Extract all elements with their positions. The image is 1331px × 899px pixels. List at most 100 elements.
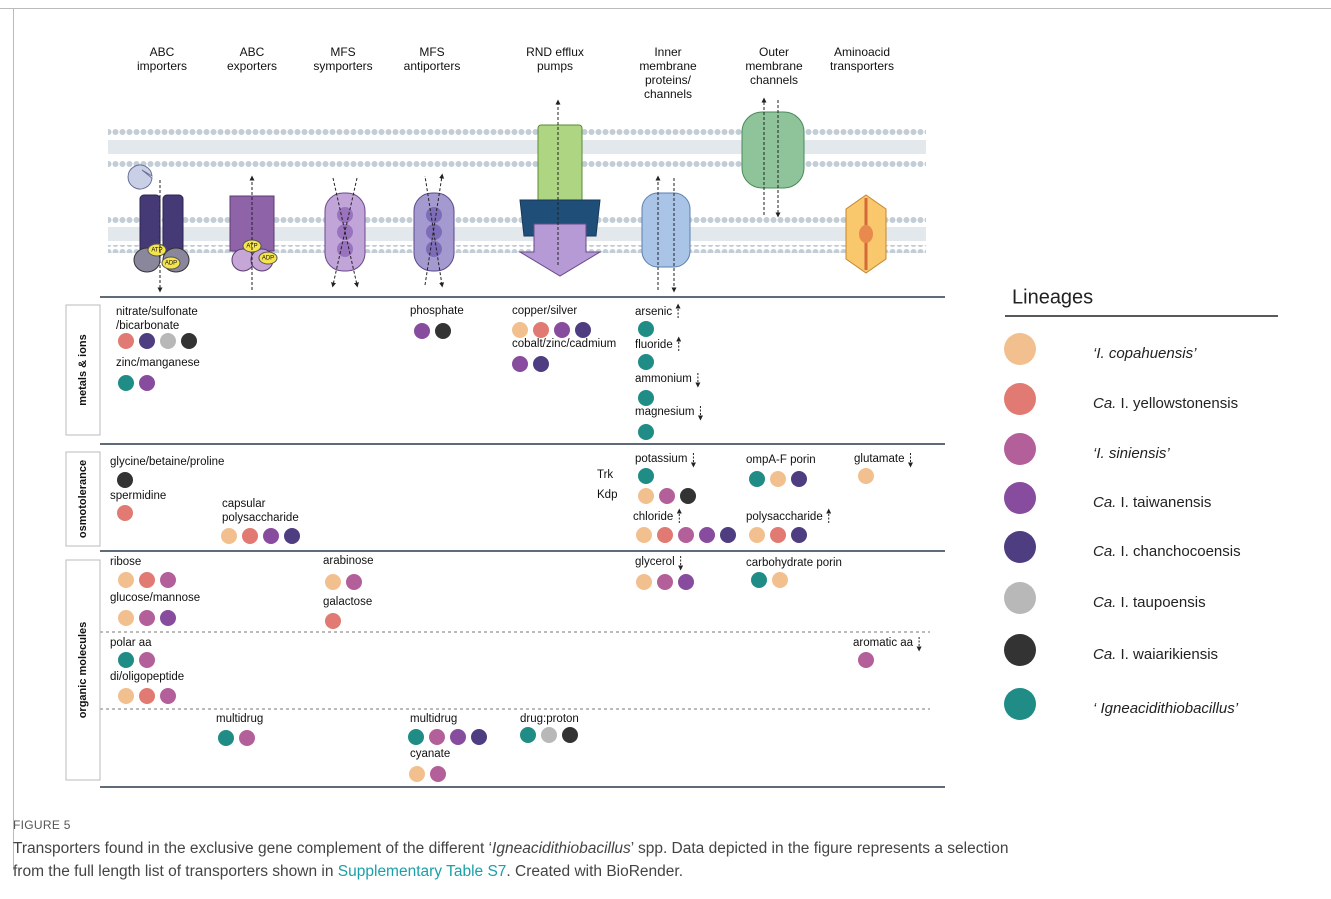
- lineage-dot: [181, 333, 197, 349]
- entry-label: multidrug: [410, 713, 457, 725]
- caption-text: Transporters found in the exclusive gene…: [13, 840, 492, 857]
- caption-italic: Igneacidithiobacillus: [492, 840, 631, 857]
- lineage-dot: [263, 528, 279, 544]
- lineage-dot: [414, 323, 430, 339]
- legend-swatch: [1004, 688, 1036, 720]
- legend-swatch: [1004, 531, 1036, 563]
- lineage-dot: [139, 688, 155, 704]
- lineage-dot: [770, 471, 786, 487]
- entry-label: Kdp: [597, 489, 617, 501]
- header-label: pumps: [537, 59, 573, 73]
- caption-line: from the full length list of transporter…: [13, 863, 683, 881]
- lineage-dot: [118, 652, 134, 668]
- header-label: antiporters: [404, 59, 461, 73]
- legend-label: Ca. I. taupoensis: [1093, 594, 1206, 611]
- entry-label: Trk: [597, 469, 613, 481]
- header-label: membrane: [639, 59, 697, 73]
- entry-label: polysaccharide: [222, 512, 299, 524]
- header-label: exporters: [227, 59, 277, 73]
- lineage-dot: [554, 322, 570, 338]
- entry-label: glycerol: [635, 556, 675, 568]
- legend-title: Lineages: [1012, 286, 1093, 308]
- legend: ‘I. copahuensis’ Ca. I. yellowstonensis ‘I…: [1004, 333, 1241, 720]
- lineage-dot: [638, 488, 654, 504]
- entry-label: phosphate: [410, 305, 464, 317]
- section-label: osmotolerance: [77, 460, 89, 538]
- legend-label: ‘I. siniensis’: [1093, 445, 1170, 462]
- legend-name: I. yellowstonensis: [1116, 395, 1238, 412]
- lineage-dot: [638, 424, 654, 440]
- lineage-dot: [435, 323, 451, 339]
- lineage-dot: [160, 572, 176, 588]
- legend-prefix: Ca.: [1093, 543, 1116, 560]
- header-label: ABC: [150, 45, 175, 59]
- header-label: Outer: [759, 45, 789, 59]
- lineage-dot: [430, 766, 446, 782]
- section-label: metals & ions: [77, 334, 89, 406]
- caption-text: from the full length list of transporter…: [13, 863, 338, 880]
- lineage-dot: [749, 471, 765, 487]
- legend-prefix: Ca.: [1093, 395, 1116, 412]
- lineage-dot: [471, 729, 487, 745]
- lineage-dot: [751, 572, 767, 588]
- entry-label: cobalt/zinc/cadmium: [512, 338, 616, 350]
- grid-rules: [66, 297, 945, 787]
- lineage-dot: [533, 322, 549, 338]
- legend-prefix: ‘ Igneacidithiobacillu: [1093, 700, 1228, 717]
- header-label: transporters: [830, 59, 894, 73]
- lineage-dot: [118, 375, 134, 391]
- lineage-dot: [139, 572, 155, 588]
- lineage-dot: [221, 528, 237, 544]
- lineage-dot: [533, 356, 549, 372]
- entry-label: multidrug: [216, 713, 263, 725]
- legend-swatch: [1004, 634, 1036, 666]
- entry-label: arabinose: [323, 555, 374, 567]
- caption-text: ’ spp. Data depicted in the figure repre…: [631, 840, 1009, 857]
- lineage-dot: [512, 322, 528, 338]
- lineage-dot: [346, 574, 362, 590]
- entry-label: chloride: [633, 511, 673, 523]
- header-label: RND efflux: [526, 45, 584, 59]
- entries: nitrate/sulfonate/bicarbonatezinc/mangan…: [110, 305, 919, 782]
- lineage-dot: [118, 333, 134, 349]
- lineage-dot: [858, 652, 874, 668]
- entry-label: aromatic aa: [853, 637, 914, 649]
- lineage-dot: [858, 468, 874, 484]
- lineage-dot: [636, 574, 652, 590]
- header-label: membrane: [745, 59, 803, 73]
- header-label: proteins/: [645, 73, 692, 87]
- legend-label: Ca. I. waiarikiensis: [1093, 646, 1218, 663]
- lineage-dot: [575, 322, 591, 338]
- legend-prefix: Ca.: [1093, 646, 1116, 663]
- lineage-dot: [160, 610, 176, 626]
- legend-swatch: [1004, 333, 1036, 365]
- lineage-dot: [409, 766, 425, 782]
- lineage-dot: [450, 729, 466, 745]
- entry-label: zinc/manganese: [116, 357, 200, 369]
- lineage-dot: [139, 375, 155, 391]
- lineage-dot: [749, 527, 765, 543]
- adp-label: ADP: [165, 261, 177, 267]
- entry-label: spermidine: [110, 490, 166, 502]
- page: {"headers": [["ABC", "importers"], ["ABC…: [0, 0, 1331, 899]
- entry-label: fluoride: [635, 339, 673, 351]
- legend-name: s’: [1227, 700, 1239, 717]
- lineage-dot: [117, 505, 133, 521]
- legend-swatch: [1004, 383, 1036, 415]
- section-label: organic molecules: [77, 622, 89, 719]
- lineage-dot: [638, 390, 654, 406]
- legend-prefix: ‘I. copahuensis’: [1093, 345, 1197, 362]
- header-label: importers: [137, 59, 187, 73]
- lineage-dot: [520, 727, 536, 743]
- lineage-dot: [118, 610, 134, 626]
- lineage-dot: [659, 488, 675, 504]
- lineage-dot: [118, 572, 134, 588]
- entry-label: ribose: [110, 556, 141, 568]
- lineage-dot: [139, 610, 155, 626]
- header-label: MFS: [330, 45, 355, 59]
- legend-label: ‘ Igneacidithiobacillus’: [1093, 700, 1239, 717]
- caption-link[interactable]: Supplementary Table S7: [338, 863, 507, 880]
- legend-name: I. waiarikiensis: [1116, 646, 1218, 663]
- entry-label: galactose: [323, 596, 372, 608]
